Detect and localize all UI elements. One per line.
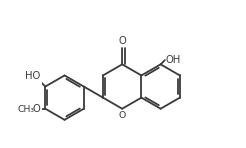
Text: O: O	[32, 104, 40, 114]
Text: OH: OH	[166, 55, 181, 65]
Text: O: O	[119, 36, 127, 46]
Text: O: O	[119, 111, 126, 120]
Text: CH₃: CH₃	[18, 105, 35, 114]
Text: HO: HO	[25, 71, 40, 81]
